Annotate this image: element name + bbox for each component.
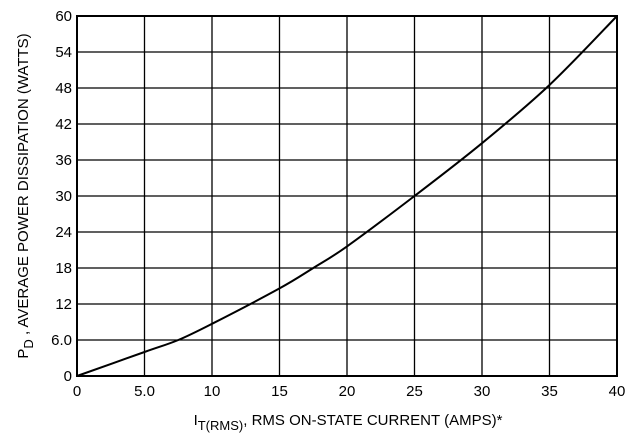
x-axis-symbol: I xyxy=(194,412,198,429)
x-tick-label: 15 xyxy=(271,383,288,400)
power-curve xyxy=(76,15,618,377)
y-tick-label: 0 xyxy=(64,368,72,385)
y-tick-label: 6.0 xyxy=(51,332,72,349)
x-tick-label: 40 xyxy=(609,383,626,400)
y-tick-label: 42 xyxy=(55,116,72,133)
x-tick-label: 20 xyxy=(339,383,356,400)
y-tick-label: 30 xyxy=(55,188,72,205)
y-tick-label: 18 xyxy=(55,260,72,277)
y-axis-label: PD , AVERAGE POWER DISSIPATION (WATTS) xyxy=(15,33,36,358)
x-tick-label: 5.0 xyxy=(134,383,155,400)
x-axis-label: IT(RMS), RMS ON-STATE CURRENT (AMPS)* xyxy=(194,412,503,433)
x-tick-label: 25 xyxy=(406,383,423,400)
y-tick-label: 24 xyxy=(55,224,72,241)
y-tick-label: 36 xyxy=(55,152,72,169)
x-tick-label: 10 xyxy=(204,383,221,400)
y-tick-label: 12 xyxy=(55,296,72,313)
y-axis-symbol: P xyxy=(15,349,32,359)
y-axis-subscript: D xyxy=(21,339,36,348)
y-tick-label: 54 xyxy=(55,44,72,61)
x-axis-text: , RMS ON-STATE CURRENT (AMPS)* xyxy=(243,412,502,429)
y-axis-text: , AVERAGE POWER DISSIPATION (WATTS) xyxy=(15,33,32,339)
y-tick-labels: 0 6.0 12 18 24 30 36 42 48 54 60 xyxy=(51,8,72,385)
x-tick-labels: 0 5.0 10 15 20 25 30 35 40 xyxy=(73,383,626,400)
grid-lines xyxy=(76,15,618,377)
x-tick-label: 30 xyxy=(474,383,491,400)
plot-frame xyxy=(76,15,618,377)
x-tick-label: 35 xyxy=(541,383,558,400)
y-tick-label: 48 xyxy=(55,80,72,97)
x-tick-label: 0 xyxy=(73,383,81,400)
y-tick-label: 60 xyxy=(55,8,72,25)
x-axis-subscript: T(RMS) xyxy=(198,418,244,433)
